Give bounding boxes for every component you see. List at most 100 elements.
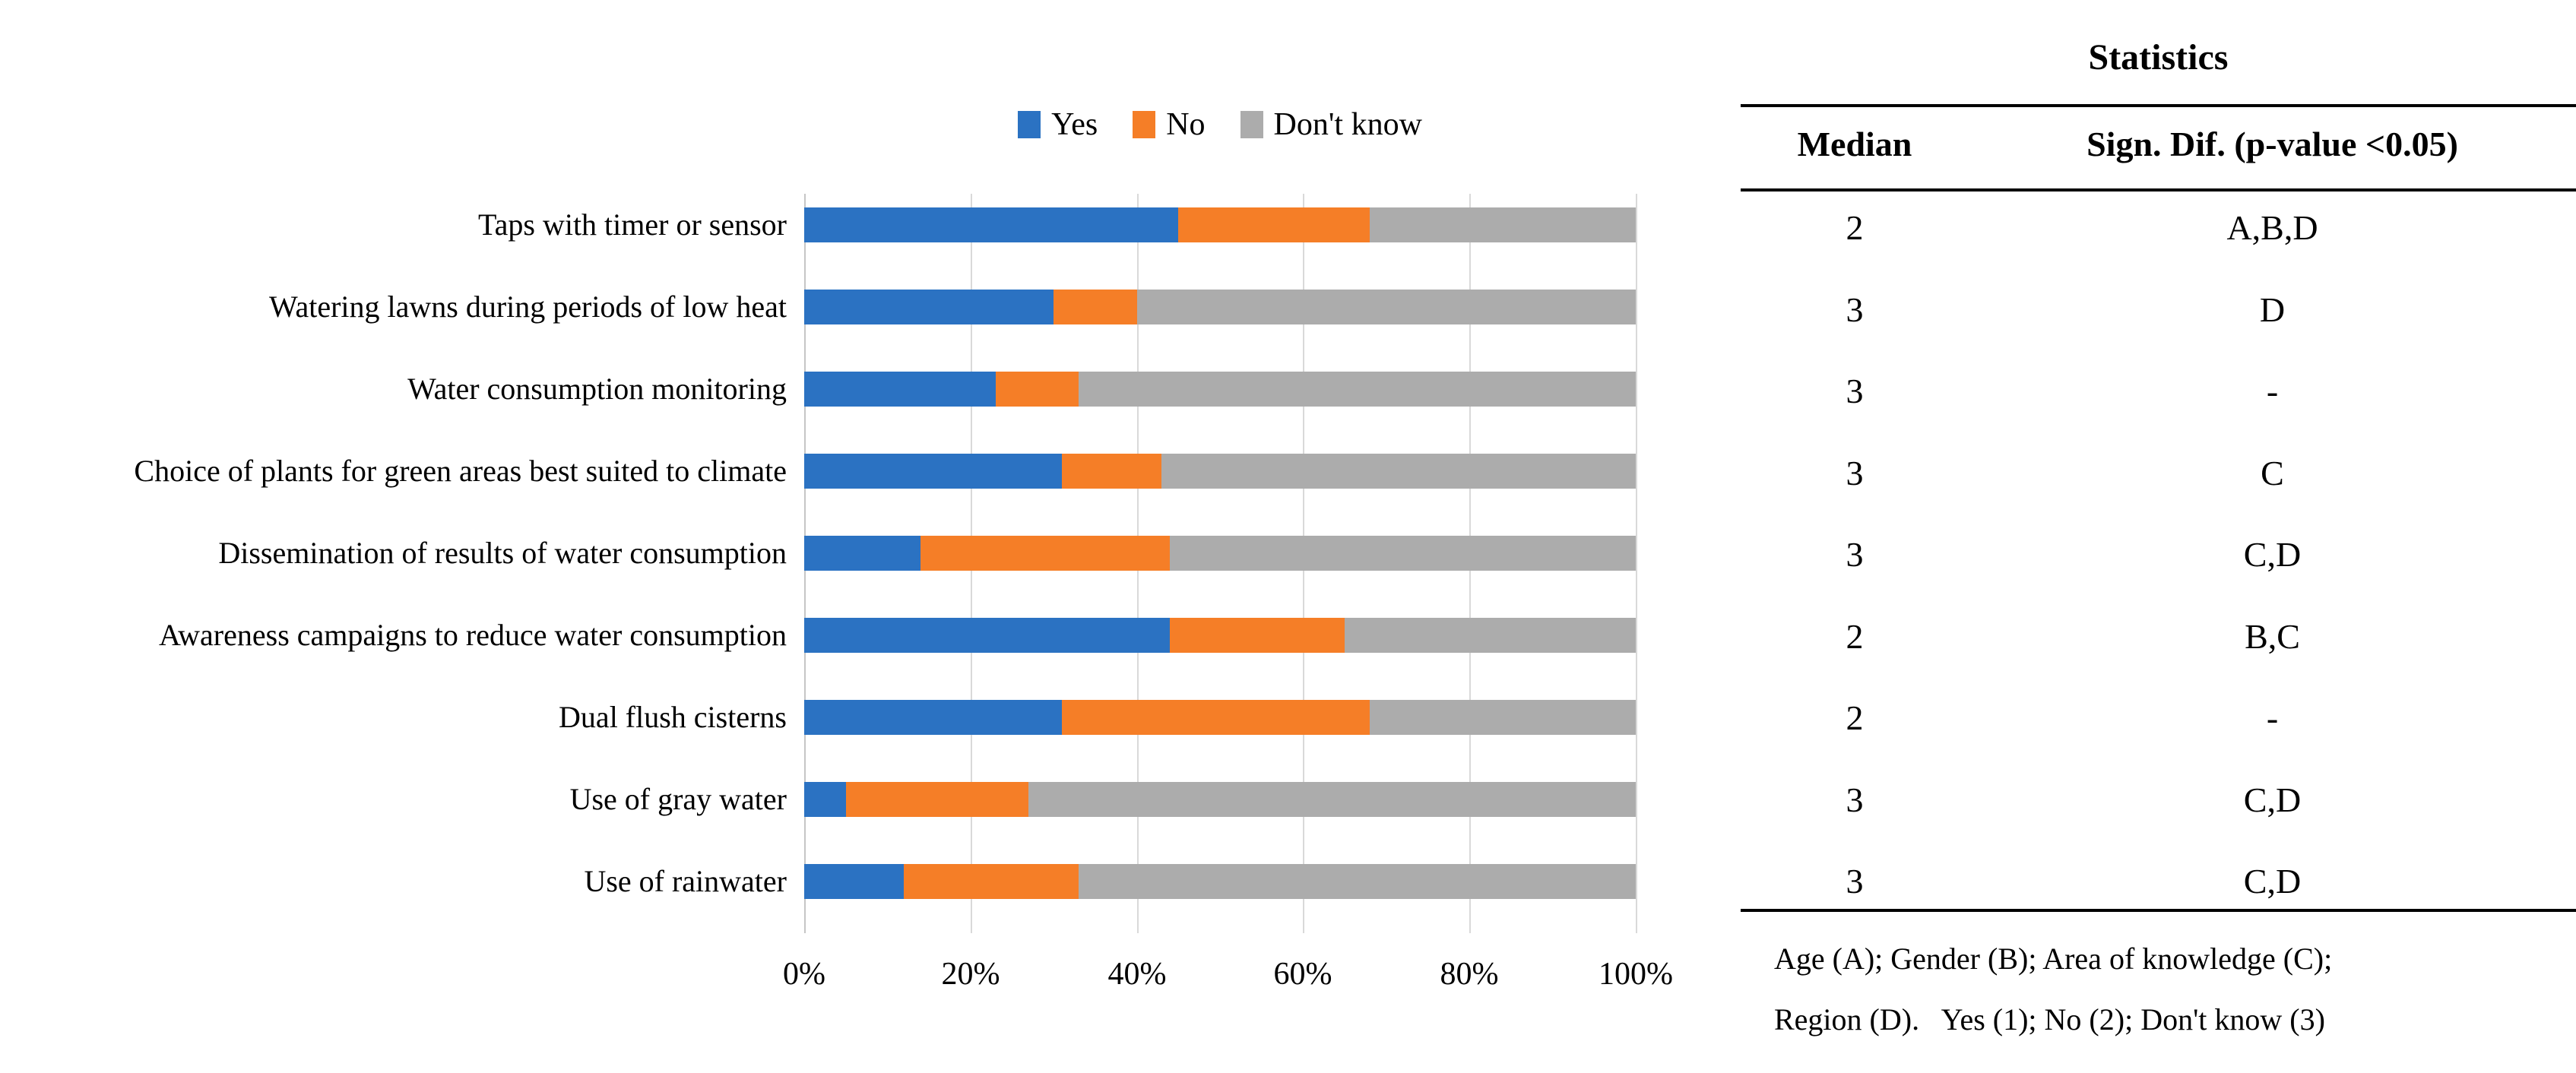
bar-segment-no [904, 864, 1079, 899]
bar-segment-yes [804, 618, 1171, 653]
column-header-median: Median [1797, 125, 1912, 163]
chart-legend: Yes No Don't know [804, 106, 1636, 143]
x-tick-label: 100% [1599, 957, 1673, 992]
column-header-sign-dif: Sign. Dif. (p-value <0.05) [2086, 125, 2458, 163]
category-label: Choice of plants for green areas best su… [134, 454, 787, 488]
bar-segment-no [920, 536, 1171, 571]
bar-segment-no [1062, 700, 1370, 735]
bar-row [804, 290, 1636, 324]
table-cell-median: 2 [1846, 616, 1864, 656]
table-footnote-line-1: Age (A); Gender (B); Area of knowledge (… [1774, 942, 2333, 976]
table-cell-sign-dif: A,B,D [2226, 208, 2318, 247]
x-tick-label: 40% [1107, 957, 1167, 992]
table-row: 3 C,D [1741, 779, 2576, 821]
category-label: Dual flush cisterns [559, 700, 787, 734]
bar-row [804, 454, 1636, 489]
table-rule-bottom [1741, 909, 2576, 912]
x-tick-label: 80% [1440, 957, 1499, 992]
legend-swatch-icon [1240, 111, 1263, 138]
gridline-100% [1636, 194, 1637, 933]
table-cell-sign-dif: C,D [2243, 862, 2302, 900]
bar-segment-don-t-know [1136, 290, 1636, 324]
category-label: Use of rainwater [584, 864, 787, 898]
table-cell-median: 3 [1846, 372, 1864, 410]
table-cell-median: 3 [1846, 780, 1864, 819]
bar-segment-yes [804, 700, 1063, 735]
table-cell-median: 2 [1846, 208, 1864, 247]
bar-segment-don-t-know [1345, 618, 1636, 653]
table-cell-sign-dif: B,C [2245, 616, 2300, 656]
bar-row [804, 536, 1636, 571]
table-row: 2 B,C [1741, 616, 2576, 658]
bar-row [804, 207, 1636, 242]
bar-segment-yes [804, 372, 996, 407]
bar-segment-no [845, 782, 1029, 817]
bar-segment-no [995, 372, 1079, 407]
table-cell-sign-dif: C,D [2243, 535, 2302, 574]
table-cell-median: 3 [1846, 862, 1864, 900]
bar-segment-yes [804, 864, 905, 899]
bar-segment-yes [804, 536, 921, 571]
table-row: 2- [1741, 697, 2576, 739]
legend-item-no: No [1133, 106, 1206, 143]
bar-segment-yes [804, 782, 846, 817]
bar-segment-yes [804, 207, 1179, 242]
bar-segment-don-t-know [1161, 454, 1636, 489]
table-rule-top [1741, 104, 2576, 107]
statistics-table-header: Median Sign. Dif. (p-value <0.05) [1741, 124, 2576, 164]
bar-segment-don-t-know [1369, 207, 1636, 242]
category-label: Dissemination of results of water consum… [218, 536, 787, 570]
legend-label: No [1166, 107, 1206, 142]
category-label: Watering lawns during periods of low hea… [268, 290, 787, 324]
table-cell-sign-dif: C,D [2243, 780, 2302, 819]
x-tick-label: 20% [941, 957, 1000, 992]
table-row: 3- [1741, 370, 2576, 413]
legend-label: Don't know [1273, 107, 1422, 142]
bar-segment-don-t-know [1170, 536, 1636, 571]
table-rule-header [1741, 188, 2576, 191]
table-cell-median: 3 [1846, 290, 1864, 329]
bar-segment-don-t-know [1079, 372, 1636, 407]
statistics-table: Statistics Median Sign. Dif. (p-value <0… [1741, 0, 2576, 1073]
category-label: Use of gray water [569, 782, 787, 816]
plot-area [804, 194, 1637, 933]
bar-row [804, 618, 1636, 653]
table-row: 3 C,D [1741, 533, 2576, 576]
table-row: 3 C,D [1741, 860, 2576, 903]
x-tick-label: 60% [1273, 957, 1332, 992]
table-cell-sign-dif: - [2266, 698, 2279, 737]
bar-row [804, 782, 1636, 817]
category-label: Water consumption monitoring [407, 372, 787, 406]
bar-segment-don-t-know [1079, 864, 1636, 899]
legend-item-don-t-know: Don't know [1240, 106, 1422, 143]
table-cell-sign-dif: C [2261, 453, 2284, 492]
bar-segment-no [1062, 454, 1162, 489]
legend-swatch-icon [1133, 111, 1156, 138]
table-cell-median: 3 [1846, 453, 1864, 492]
bar-segment-yes [804, 290, 1054, 324]
table-cell-sign-dif: - [2266, 372, 2279, 410]
x-tick-label: 0% [783, 957, 825, 992]
legend-swatch-icon [1018, 111, 1041, 138]
table-cell-sign-dif: D [2259, 290, 2286, 329]
bar-segment-yes [804, 454, 1063, 489]
statistics-table-title: Statistics [2088, 37, 2229, 78]
category-label: Awareness campaigns to reduce water cons… [158, 618, 787, 652]
bar-segment-don-t-know [1369, 700, 1636, 735]
bar-row [804, 864, 1636, 899]
table-cell-median: 3 [1846, 535, 1864, 574]
legend-label: Yes [1051, 107, 1098, 142]
table-row: 2 A,B,D [1741, 207, 2576, 249]
table-cell-median: 2 [1846, 698, 1864, 737]
bar-row [804, 372, 1636, 407]
category-label: Taps with timer or sensor [477, 207, 787, 242]
bar-row [804, 700, 1636, 735]
bar-segment-no [1170, 618, 1345, 653]
bar-segment-no [1054, 290, 1137, 324]
bar-segment-no [1178, 207, 1370, 242]
table-footnote-line-2: Region (D). Yes (1); No (2); Don't know … [1774, 1002, 2325, 1037]
bar-segment-don-t-know [1028, 782, 1636, 817]
